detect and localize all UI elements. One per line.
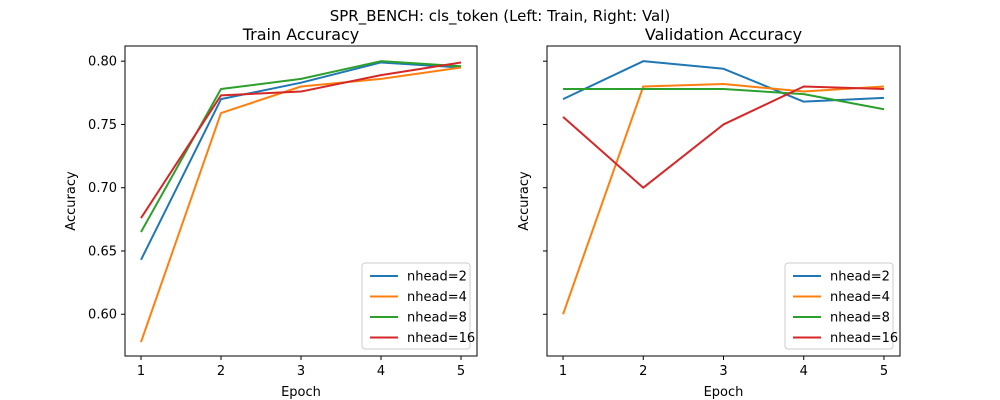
validation-x-axis-label: Epoch: [704, 385, 744, 400]
train-y-tick-label-0.70: 0.70: [88, 181, 117, 196]
train-series-group: [140, 60, 462, 343]
validation-x-tick-label-4: 4: [800, 364, 808, 379]
validation-legend-box: [784, 262, 894, 350]
train-legend-label-nhead-4: nhead=4: [407, 290, 467, 305]
train-legend-label-nhead-8: nhead=8: [407, 311, 467, 326]
validation-legend-label-nhead-16: nhead=16: [830, 331, 898, 346]
train-y-tick-label-0.80: 0.80: [88, 55, 117, 70]
train-legend: nhead=2 nhead=4 nhead=8 nhead=16: [361, 262, 475, 350]
train-x-tick-label-3: 3: [297, 364, 305, 379]
train-accuracy-panel: Train Accuracy 1 2 3 4 5 0.60 0.65 0.70 0.75 0.80 E…: [64, 25, 478, 400]
validation-legend: nhead=2 nhead=4 nhead=8 nhead=16: [784, 262, 898, 350]
figure-suptitle: SPR_BENCH: cls_token (Left: Train, Right…: [330, 7, 671, 26]
validation-x-tick-label-3: 3: [719, 364, 727, 379]
validation-y-axis-label: Accuracy: [517, 171, 532, 231]
train-x-tick-label-4: 4: [377, 364, 385, 379]
train-legend-label-nhead-16: nhead=16: [407, 331, 475, 346]
train-chart-title: Train Accuracy: [242, 25, 360, 44]
train-y-tick-label-0.75: 0.75: [88, 118, 117, 133]
train-x-tick-label-2: 2: [217, 364, 225, 379]
train-y-tick-label-0.60: 0.60: [88, 308, 117, 323]
train-y-tick-label-0.65: 0.65: [88, 244, 117, 259]
validation-x-tick-label-2: 2: [639, 364, 647, 379]
validation-chart-title: Validation Accuracy: [645, 25, 802, 44]
train-y-axis-label: Accuracy: [64, 171, 79, 231]
validation-legend-label-nhead-2: nhead=2: [830, 270, 890, 285]
validation-x-tick-label-1: 1: [559, 364, 567, 379]
validation-series-group: [562, 60, 885, 315]
validation-accuracy-panel: Validation Accuracy 1 2 3 4 5 Epoch Accuracy nhe…: [517, 25, 901, 400]
train-x-axis-label: Epoch: [281, 385, 321, 400]
validation-legend-label-nhead-4: nhead=4: [830, 290, 890, 305]
validation-x-tick-label-5: 5: [880, 364, 888, 379]
train-legend-label-nhead-2: nhead=2: [407, 270, 467, 285]
validation-legend-label-nhead-8: nhead=8: [830, 311, 890, 326]
train-legend-box: [361, 262, 471, 350]
train-x-tick-label-5: 5: [457, 364, 465, 379]
train-x-tick-label-1: 1: [137, 364, 145, 379]
